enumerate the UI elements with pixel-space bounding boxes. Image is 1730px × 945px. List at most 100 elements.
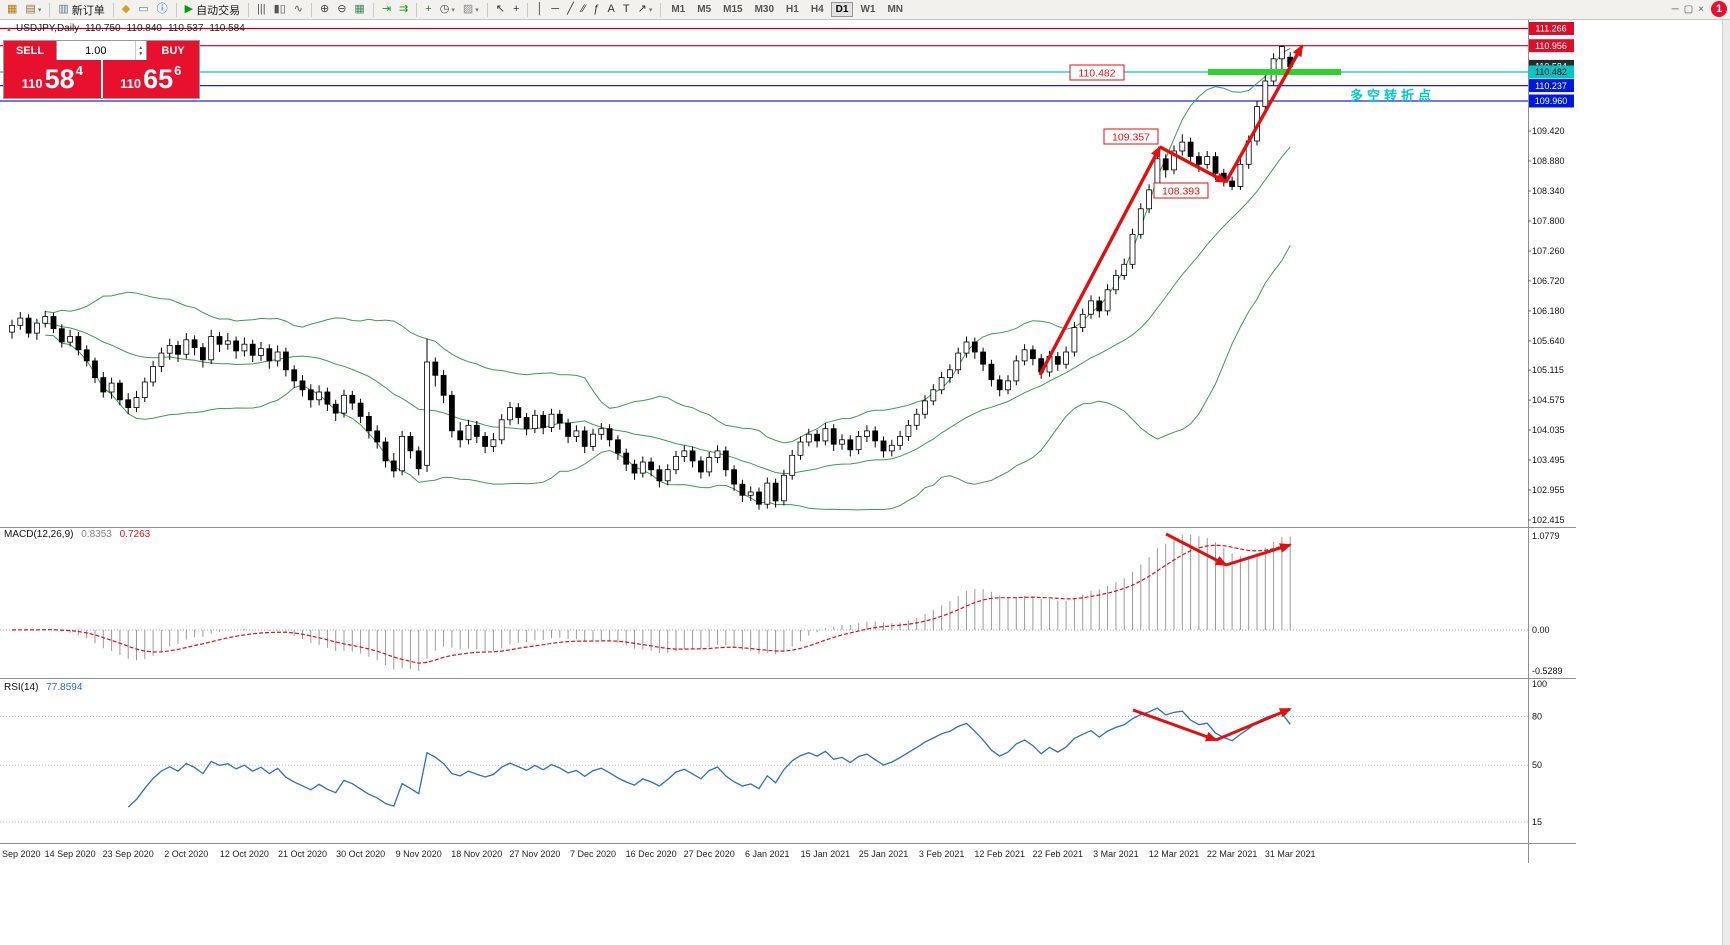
new-chart-button[interactable]: ▦ (3, 1, 21, 19)
zoom-out-icon: ⊖ (337, 3, 347, 15)
timeframe-d1-button[interactable]: D1 (830, 2, 854, 17)
timeframe-m5-button[interactable]: M5 (697, 4, 712, 15)
time-axis-label: 18 Nov 2020 (451, 849, 502, 859)
macd-arrow-up[interactable] (1225, 543, 1292, 567)
price-label-109357[interactable]: 109.357 (1103, 128, 1159, 145)
macd-pane: 1.0779 0.00 -0.5289 (0, 531, 1563, 676)
sell-price-figure: 110 (21, 76, 43, 91)
price-label-110482[interactable]: 110.482 (1069, 64, 1125, 81)
arrows-dropdown-icon[interactable]: ▾ (648, 6, 653, 14)
timeframe-m1-button[interactable]: M1 (671, 4, 686, 15)
chart-shift-button[interactable]: ⇉ (395, 1, 412, 19)
trend-arrow-down[interactable] (1159, 145, 1228, 184)
vertical-scrollbar[interactable] (1722, 20, 1730, 945)
chart-candles-icon: ▮▯ (273, 3, 286, 15)
turning-point-label[interactable]: 多空转折点 (1350, 88, 1435, 103)
window-controls: ─ ▢ × (1672, 2, 1704, 18)
minimize-button[interactable]: ─ (1671, 4, 1679, 15)
chart-bars-button[interactable]: ||| (253, 1, 270, 19)
annotations-layer[interactable]: 110.482 109.357 108.393 多空转折点 (1038, 44, 1435, 742)
macd-name: MACD(12,26,9) (4, 529, 74, 540)
timeframe-h1-button[interactable]: H1 (786, 4, 799, 15)
arrows-button[interactable]: ↗ ▾ (634, 1, 657, 19)
new-chart-icon: ▦ (7, 3, 18, 15)
buy-button[interactable]: BUY (147, 41, 199, 60)
time-axis-label: 12 Feb 2021 (974, 849, 1025, 859)
trend-arrow-up-1[interactable] (1038, 145, 1162, 376)
horizontal-line-button[interactable]: ─ (547, 1, 563, 19)
profiles-icon: ▤ (25, 3, 36, 15)
toolbar-separator (248, 2, 250, 17)
sell-price[interactable]: 110 58 4 (4, 60, 101, 98)
text-label-button[interactable]: T (619, 1, 634, 19)
pane-separators[interactable] (0, 20, 1576, 863)
lot-stepper[interactable]: ▲ ▼ (134, 41, 146, 60)
price-axis[interactable]: 109.420 108.880 108.340 107.800 107.260 106.7… (1528, 126, 1565, 525)
close-button[interactable]: × (1698, 4, 1704, 15)
timeframe-m15-button[interactable]: M15 (723, 4, 743, 15)
trendline-button[interactable]: ╱ (563, 1, 578, 19)
time-axis-label: 30 Oct 2020 (336, 849, 385, 859)
auto-scroll-button[interactable]: ⇥ (378, 1, 395, 19)
chart-area[interactable]: 109.420 108.880 108.340 107.800 107.260 106.7… (0, 20, 1730, 863)
one-click-collapse-icon[interactable]: ▲ (6, 27, 12, 33)
price-axis-label: 107.800 (1532, 216, 1565, 226)
time-axis-label: 16 Dec 2020 (626, 849, 677, 859)
info-button[interactable]: ⓘ (153, 1, 172, 19)
sell-price-point: 4 (75, 63, 83, 78)
text-button[interactable]: A (604, 1, 619, 19)
zoom-out-button[interactable]: ⊖ (333, 1, 350, 19)
sell-button[interactable]: SELL (4, 41, 56, 60)
lot-down-icon[interactable]: ▼ (138, 50, 144, 57)
svg-text:110.237: 110.237 (1535, 81, 1567, 91)
lot-up-icon[interactable]: ▲ (138, 44, 144, 51)
macd-signal-value: 0.7263 (119, 529, 151, 540)
time-axis[interactable]: Sep 2020 14 Sep 2020 23 Sep 2020 2 Oct 2020… (2, 849, 1315, 859)
timeframe-h4-button[interactable]: H4 (810, 4, 824, 15)
price-badge: 110.237 (1529, 79, 1574, 93)
templates-dropdown-icon[interactable]: ▾ (475, 6, 479, 14)
arrows-icon: ↗ (637, 3, 647, 15)
buy-price[interactable]: 110 65 6 (102, 60, 199, 98)
price-lines-layer[interactable] (0, 27, 1528, 102)
periods-dropdown-icon[interactable]: ▾ (451, 6, 455, 14)
timeframe-m30-button[interactable]: M30 (754, 4, 775, 15)
profiles-dropdown-icon[interactable]: ▾ (37, 6, 42, 14)
macd-axis-label: -0.5289 (1532, 666, 1563, 676)
zoom-in-button[interactable]: ⊕ (316, 1, 333, 19)
profiles-button[interactable]: ▤ ▾ (21, 1, 45, 19)
tile-windows-button[interactable]: ▦ (350, 1, 368, 19)
trend-arrow-up-2[interactable] (1224, 44, 1304, 183)
rsi-arrow-down[interactable] (1132, 708, 1218, 742)
svg-text:110.482: 110.482 (1535, 67, 1567, 77)
macd-axis-label: 1.0779 (1532, 531, 1560, 541)
vertical-line-button[interactable]: │ (532, 1, 547, 19)
lot-size-input[interactable] (57, 41, 135, 60)
fibonacci-button[interactable]: ƒ (589, 1, 603, 19)
rsi-arrow-up[interactable] (1215, 707, 1292, 742)
timeframe-mn-button[interactable]: MN (887, 4, 903, 15)
new-order-button[interactable]: ▥ 新订单 (54, 1, 108, 19)
toolbar-separator (486, 2, 488, 17)
metaeditor-button[interactable]: ◆ (118, 1, 134, 19)
macd-axis-label: 0.00 (1532, 625, 1550, 635)
autotrading-button[interactable]: ▶ 自动交易 (181, 1, 244, 19)
chart-candles-button[interactable]: ▮▯ (270, 1, 290, 19)
timeframe-w1-button[interactable]: W1 (860, 4, 876, 15)
crosshair-button[interactable]: + (509, 1, 523, 19)
time-axis-label: 27 Dec 2020 (684, 849, 735, 859)
time-axis-label: 2 Oct 2020 (164, 849, 208, 859)
equidistant-channel-button[interactable]: ∕∕ (578, 1, 590, 19)
price-badge: 110.482 (1529, 65, 1574, 79)
cursor-button[interactable]: ↖ (492, 1, 509, 19)
macd-arrow-down[interactable] (1165, 532, 1228, 567)
print-button[interactable]: ▭ (134, 1, 152, 19)
restore-button[interactable]: ▢ (1683, 4, 1694, 15)
toolbar-separator (49, 2, 51, 17)
templates-button[interactable]: ▨ ▾ (459, 1, 483, 19)
toolbar-separator (527, 2, 529, 17)
periods-button[interactable]: ◷ ▾ (436, 1, 459, 19)
chart-line-button[interactable]: ∿ (290, 1, 307, 19)
indicators-list-button[interactable]: + (421, 1, 435, 19)
price-label-108393[interactable]: 108.393 (1153, 182, 1209, 199)
